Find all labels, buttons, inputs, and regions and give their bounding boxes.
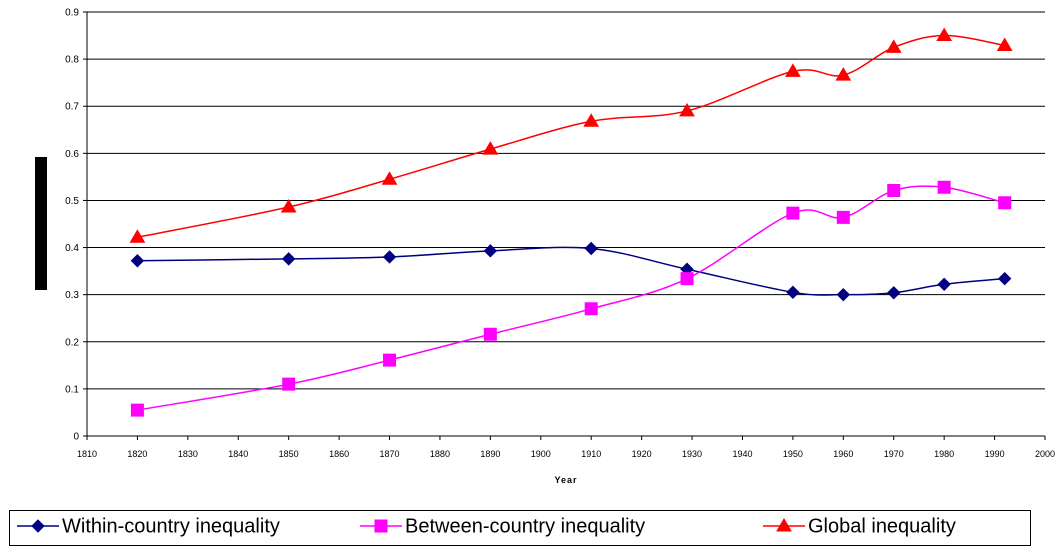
legend-marker — [374, 519, 388, 533]
data-point — [482, 141, 499, 155]
legend-marker — [31, 519, 45, 533]
legend-marker — [776, 518, 792, 532]
data-point — [997, 271, 1012, 286]
data-point — [887, 184, 901, 198]
x-tick-label: 1810 — [77, 449, 97, 459]
data-point — [998, 196, 1012, 210]
x-tick-label: 1820 — [127, 449, 147, 459]
y-tick-label: 0.5 — [65, 196, 79, 207]
data-point — [280, 199, 297, 213]
data-point — [483, 327, 497, 341]
legend-label: Global inequality — [808, 515, 956, 537]
data-point — [937, 180, 951, 194]
data-point — [680, 272, 694, 286]
x-tick-label: 1950 — [783, 449, 803, 459]
data-point — [996, 37, 1013, 51]
data-point — [130, 254, 145, 268]
y-tick-label: 0.4 — [65, 243, 79, 254]
series-line — [137, 34, 1005, 238]
data-point — [937, 277, 951, 292]
series-line — [137, 185, 1005, 411]
y-tick-label: 0.3 — [65, 290, 79, 301]
series-line — [137, 246, 1005, 296]
data-point — [583, 113, 600, 127]
x-tick-label: 1970 — [884, 449, 904, 459]
data-point — [281, 252, 296, 266]
x-tick-label: 1920 — [632, 449, 652, 459]
data-point — [381, 171, 398, 185]
x-tick-label: 1990 — [985, 449, 1005, 459]
data-point — [786, 285, 800, 300]
x-tick-label: 1830 — [178, 449, 198, 459]
y-tick-label: 0.6 — [65, 149, 79, 160]
y-tick-label: 0.1 — [65, 384, 79, 395]
x-tick-label: 1860 — [329, 449, 349, 459]
x-tick-label: 1850 — [279, 449, 299, 459]
data-point — [584, 302, 598, 316]
y-tick-label: 0.9 — [65, 8, 79, 19]
data-point — [887, 286, 901, 300]
legend — [9, 510, 1031, 546]
x-tick-label: 1960 — [833, 449, 853, 459]
x-tick-label: 1930 — [682, 449, 702, 459]
x-tick-label: 2000 — [1035, 449, 1055, 459]
data-point — [936, 27, 953, 42]
label-redaction — [35, 157, 47, 290]
data-point — [835, 67, 852, 81]
legend-label: Within-country inequality — [62, 515, 280, 537]
x-tick-label: 1890 — [480, 449, 500, 459]
data-point — [836, 210, 850, 224]
x-tick-label: 1880 — [430, 449, 450, 459]
data-point — [584, 241, 598, 256]
x-axis-label: Year — [554, 475, 577, 485]
x-tick-label: 1870 — [380, 449, 400, 459]
x-tick-label: 1900 — [531, 449, 551, 459]
data-point — [483, 244, 498, 258]
legend-label: Between-country inequality — [405, 515, 645, 537]
x-tick-label: 1910 — [581, 449, 601, 459]
data-point — [129, 229, 146, 243]
data-point — [785, 63, 801, 77]
y-tick-label: 0.8 — [65, 55, 79, 66]
y-tick-label: 0.2 — [65, 337, 79, 348]
x-tick-label: 1940 — [732, 449, 752, 459]
data-point — [836, 287, 851, 302]
data-point — [679, 102, 695, 117]
data-point — [885, 39, 902, 53]
x-tick-label: 1840 — [228, 449, 248, 459]
x-tick-label: 1980 — [934, 449, 954, 459]
data-point — [282, 377, 296, 391]
y-tick-label: 0 — [73, 432, 79, 443]
data-point — [382, 250, 397, 264]
data-point — [383, 353, 397, 367]
data-point — [786, 206, 800, 220]
y-tick-label: 0.7 — [65, 102, 79, 113]
data-point — [130, 403, 144, 417]
